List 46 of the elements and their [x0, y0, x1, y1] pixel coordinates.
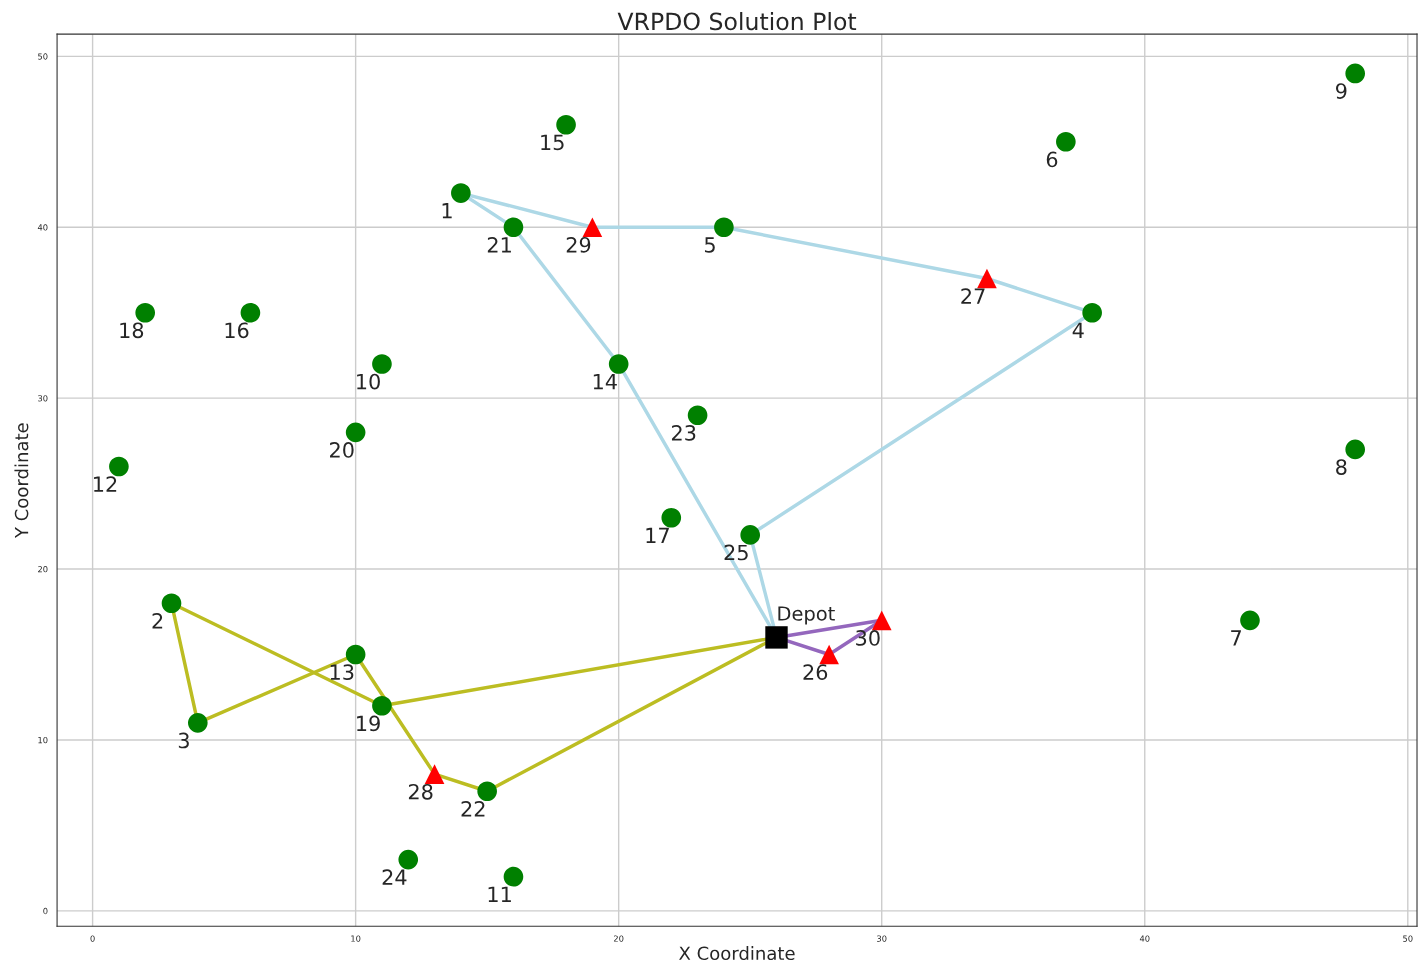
x-tick-label: 30	[877, 935, 887, 942]
annotation: 6	[1046, 151, 1058, 168]
annotation: 22	[461, 800, 485, 817]
chart-title: VRPDO Solution Plot	[617, 12, 857, 31]
annotation: 11	[488, 886, 511, 902]
y-tick-label: 20	[38, 566, 48, 573]
annotation: 25	[724, 544, 748, 561]
y-axis-title: Y Coordinate	[14, 423, 29, 539]
y-tick-label: 10	[38, 736, 48, 744]
y-tick-label: 0	[43, 907, 48, 915]
annotation: 2	[152, 612, 163, 629]
annotation: 14	[593, 373, 617, 390]
y-tick-label: 50	[38, 53, 48, 60]
x-tick-label: 40	[1139, 935, 1150, 942]
annotation: 19	[357, 715, 380, 732]
annotation: 5	[704, 237, 715, 253]
annotation: 29	[566, 236, 591, 253]
annotation: 10	[357, 373, 380, 390]
y-tick-label: 30	[38, 395, 48, 402]
annotation: 20	[330, 442, 354, 458]
annotation: 28	[408, 783, 433, 800]
annotation: 13	[330, 664, 354, 680]
annotation: 7	[1231, 630, 1241, 646]
annotation: 15	[541, 134, 564, 151]
annotation: 3	[178, 732, 189, 749]
x-axis-title: X Coordinate	[679, 946, 795, 961]
annotation: 4	[1072, 322, 1084, 338]
annotation: 26	[803, 664, 828, 680]
annotation: 30	[856, 630, 880, 646]
annotation: 1	[442, 203, 452, 219]
x-tick-label: 20	[613, 935, 624, 942]
annotation: 16	[225, 322, 249, 339]
annotation: 9	[1335, 83, 1347, 99]
annotation: 8	[1336, 459, 1347, 475]
x-tick-label: 0	[90, 935, 95, 942]
annotation: Depot	[778, 606, 835, 625]
annotation: 12	[94, 476, 117, 492]
x-tick-label: 10	[351, 935, 361, 942]
x-tick-label: 50	[1403, 935, 1413, 942]
annotation: 18	[120, 322, 144, 339]
annotation: 23	[671, 424, 696, 441]
annotation: 24	[382, 869, 407, 885]
annotation: 27	[961, 288, 985, 304]
annotation: 21	[487, 236, 511, 253]
annotation: 17	[646, 527, 669, 543]
y-tick-label: 40	[37, 224, 48, 231]
